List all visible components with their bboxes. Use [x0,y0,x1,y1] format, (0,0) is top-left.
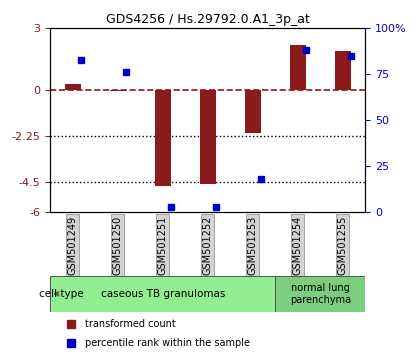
Text: GSM501254: GSM501254 [293,216,303,275]
Bar [65,84,81,90]
Text: GSM501255: GSM501255 [338,216,348,275]
Text: transformed count: transformed count [85,319,176,329]
Bar [155,90,171,186]
Bar [200,90,216,184]
Text: GSM501250: GSM501250 [113,216,123,275]
Text: GSM501252: GSM501252 [203,216,213,275]
Text: GSM501253: GSM501253 [248,216,258,275]
FancyBboxPatch shape [276,276,365,312]
Bar [110,90,126,91]
Text: normal lung
parenchyma: normal lung parenchyma [290,283,351,305]
Bar [335,51,351,90]
Text: GSM501251: GSM501251 [158,216,168,275]
Title: GDS4256 / Hs.29792.0.A1_3p_at: GDS4256 / Hs.29792.0.A1_3p_at [106,13,310,26]
Bar [290,45,306,90]
FancyBboxPatch shape [50,276,276,312]
Text: cell type: cell type [39,289,84,299]
Text: percentile rank within the sample: percentile rank within the sample [85,338,250,348]
Text: GSM501249: GSM501249 [68,216,78,275]
Bar [245,90,261,133]
Text: caseous TB granulomas: caseous TB granulomas [101,289,225,299]
